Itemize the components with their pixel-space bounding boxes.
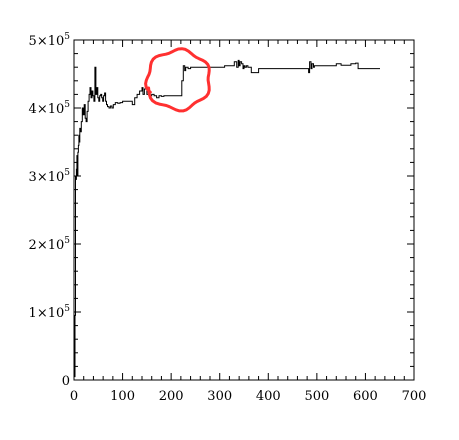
y-tick-label: 5×105 bbox=[29, 32, 71, 49]
x-tick-label: 700 bbox=[402, 389, 427, 404]
x-tick-label: 0 bbox=[70, 389, 78, 404]
x-tick-label: 500 bbox=[304, 389, 329, 404]
series-line bbox=[74, 59, 380, 378]
y-tick-label: 3×105 bbox=[29, 168, 71, 185]
x-tick-label: 600 bbox=[353, 389, 378, 404]
annotation-layer bbox=[144, 47, 211, 113]
y-tick-label: 2×105 bbox=[29, 236, 71, 253]
plot-frame bbox=[73, 39, 415, 381]
x-tick-label: 300 bbox=[207, 389, 232, 404]
y-tick-label: 1×105 bbox=[29, 304, 71, 321]
x-tick-label: 200 bbox=[159, 389, 184, 404]
highlight-circle bbox=[144, 47, 211, 113]
y-tick-label: 4×105 bbox=[29, 100, 71, 117]
x-axis: 0 100 200 300 400 500 600 700 bbox=[70, 40, 427, 404]
y-tick-label: 0 bbox=[62, 374, 70, 389]
series-layer bbox=[74, 59, 380, 378]
x-tick-label: 100 bbox=[110, 389, 135, 404]
y-axis: 0 1×105 2×105 3×105 4×105 5×105 bbox=[29, 32, 414, 389]
x-tick-label: 400 bbox=[256, 389, 281, 404]
